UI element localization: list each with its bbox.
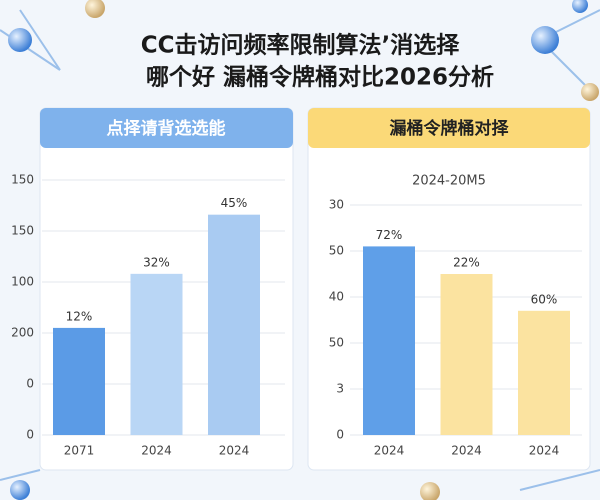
chart-subtitle: 2024-20M5 [412,174,486,189]
y-tick-label: 0 [26,377,34,391]
data-annotation: 12% [66,309,93,323]
x-tick-label: 2071 [64,444,95,458]
decoration [8,0,599,502]
y-tick-label: 40 [329,290,344,304]
data-annotation: 32% [143,255,170,269]
data-annotation: 72% [376,228,403,242]
data-annotation: 45% [221,196,248,210]
y-tick-label: 50 [329,244,344,258]
data-annotation: 60% [531,292,558,306]
x-tick-label: 2024 [529,444,560,458]
chart-title: 漏桶令牌桶对择 [390,118,510,139]
y-tick-label: 150 [11,173,34,187]
bar [440,274,493,435]
bar [208,214,260,435]
x-tick-label: 2024 [219,444,250,458]
panel-header [308,108,590,148]
bar [130,273,183,435]
page-title: CC击访问频率限制算法’消选择 [141,32,460,59]
y-tick-label: 200 [11,326,34,340]
data-annotation: 22% [453,256,480,270]
chart-title: 点择请背选选能 [107,118,226,139]
bar [53,327,105,435]
y-tick-label: 3 [336,382,344,396]
y-tick-label: 0 [26,428,34,442]
x-tick-label: 2024 [374,444,405,458]
y-tick-label: 30 [329,198,344,212]
panel-header [40,108,293,148]
y-tick-label: 0 [336,428,344,442]
x-tick-label: 2024 [141,444,172,458]
y-tick-label: 50 [329,336,344,350]
bar [363,246,415,435]
page-title: 哪个好 漏桶令牌桶对比2026分析 [146,64,494,91]
y-tick-label: 100 [11,275,34,289]
x-tick-label: 2024 [451,444,482,458]
y-tick-label: 150 [11,224,34,238]
bar [518,310,570,435]
